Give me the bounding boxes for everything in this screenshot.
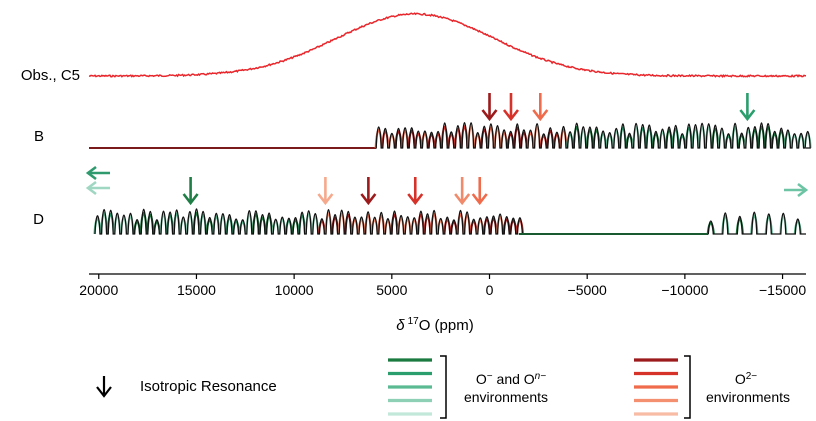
isotropic-arrow-icon <box>532 93 549 122</box>
legend-group2-label-line2: environments <box>706 389 790 405</box>
x-tick-label: 15000 <box>177 282 216 298</box>
trace-b-envelope <box>375 122 811 149</box>
x-tick-label: −5000 <box>568 282 608 298</box>
isotropic-arrow-icon <box>739 93 756 122</box>
x-tick-label: 0 <box>486 282 494 298</box>
arrow-head <box>182 193 199 206</box>
arrow-head <box>797 182 809 198</box>
trace-d-right-envelope <box>707 211 806 235</box>
offscale-arrow-left-icon <box>85 165 110 181</box>
x-tick-label: 5000 <box>376 282 407 298</box>
x-axis-label-delta: δ <box>396 317 405 334</box>
legend-group1-label: O− and On− <box>476 371 546 387</box>
spectra-traces <box>88 12 812 235</box>
legend-group2-bracket <box>684 355 691 419</box>
legend-group2-label: O2− <box>735 371 757 387</box>
isotropic-arrows <box>85 93 809 206</box>
legend-group1-swatches <box>388 358 432 416</box>
isotropic-arrow-icon <box>407 177 424 206</box>
offscale-arrow-left-icon <box>85 180 110 196</box>
isotropic-arrow-icon <box>182 177 199 206</box>
x-tick-label: −15000 <box>759 282 806 298</box>
legend: Isotropic Resonance O− and On− environme… <box>96 355 790 419</box>
offscale-arrow-right-icon <box>784 182 809 198</box>
x-axis-label-isotope: 17 <box>408 316 420 327</box>
trace-label-b: B <box>34 128 44 145</box>
arrow-head <box>502 109 520 122</box>
trace-d-envelope <box>94 208 524 235</box>
arrow-head <box>360 193 377 206</box>
isotropic-arrow-icon <box>454 177 471 206</box>
legend-group2-swatches <box>634 358 678 416</box>
legend-arrow-icon <box>96 376 112 398</box>
arrow-head <box>481 109 498 122</box>
trace-label-observed: Obs., C5 <box>21 67 80 84</box>
x-axis-label-unit: O (ppm) <box>419 317 474 334</box>
arrow-head <box>739 109 756 122</box>
legend-group1-label-line2: environments <box>464 389 548 405</box>
arrow-head <box>317 193 334 206</box>
arrow-head <box>532 109 549 122</box>
trace-d-right-peaks <box>706 211 806 235</box>
isotropic-arrow-icon <box>471 177 488 206</box>
trace-label-d: D <box>33 211 44 228</box>
x-tick-label: 10000 <box>275 282 314 298</box>
trace-b-peaks <box>374 122 812 149</box>
arrow-head <box>471 193 488 206</box>
x-tick-label: 20000 <box>79 282 118 298</box>
trace-d-peaks <box>93 208 524 235</box>
legend-arrow-label: Isotropic Resonance <box>140 378 277 395</box>
x-axis-ticks: 20000 15000 10000 5000 0 −5000 −10000 −15000 <box>79 274 806 298</box>
isotropic-arrow-icon <box>481 93 498 122</box>
x-axis-label: δ 17O (ppm) <box>396 316 473 334</box>
isotropic-arrow-icon <box>317 177 334 206</box>
isotropic-arrow-icon <box>360 177 377 206</box>
arrow-head <box>454 193 471 206</box>
observed-spectrum-line <box>88 12 806 79</box>
isotropic-arrow-icon <box>502 93 520 122</box>
arrow-head <box>85 165 97 181</box>
x-tick-label: −10000 <box>661 282 708 298</box>
arrow-head <box>85 180 97 196</box>
arrow-head <box>407 193 424 206</box>
legend-group1-bracket <box>440 355 447 419</box>
